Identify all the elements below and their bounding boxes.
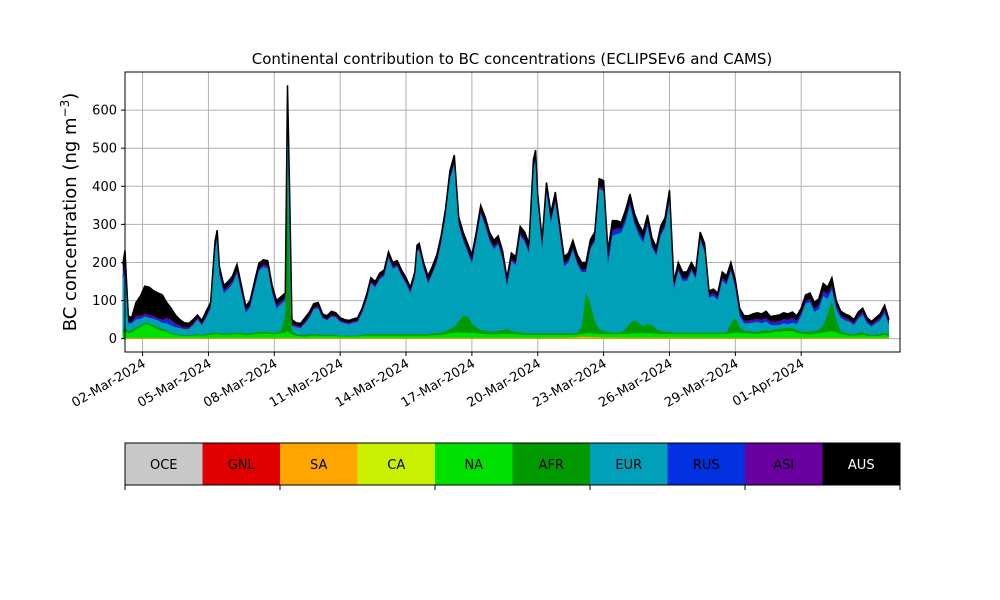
- colorbar: OCE GNL SA CA NA AFR EUR RUS ASI AUS: [124, 442, 901, 490]
- x-tick-label: 01-Apr-2024: [730, 356, 807, 409]
- colorbar-label: NA: [464, 458, 483, 473]
- colorbar-frame: [124, 442, 901, 486]
- colorbar-segment: [667, 443, 746, 485]
- y-tick-label: 0: [109, 332, 117, 347]
- colorbar-label: RUS: [693, 458, 720, 473]
- x-tick-label: 05-Mar-2024: [135, 356, 214, 410]
- y-tick-label: 200: [92, 256, 117, 271]
- y-tick-label: 300: [92, 218, 117, 233]
- y-axis-label-sup: −3: [58, 100, 72, 118]
- x-tick-label: 17-Mar-2024: [399, 356, 478, 410]
- plot-frame: [124, 71, 901, 353]
- y-axis-label-main: BC concentration (ng m: [60, 117, 81, 331]
- chart-title: Continental contribution to BC concentra…: [252, 50, 773, 68]
- na-area: [122, 324, 890, 339]
- colorbar-segment: [357, 443, 436, 485]
- y-axis: 0 100 200 300 400 500 600: [92, 104, 125, 347]
- colorbar-label: AUS: [848, 458, 875, 473]
- total-line: [122, 85, 890, 325]
- y-tick-label: 600: [92, 104, 117, 119]
- colorbar-label: AFR: [539, 458, 564, 473]
- y-axis-label: BC concentration (ng m−3): [58, 93, 81, 332]
- colorbar-label: CA: [387, 458, 405, 473]
- x-tick-label: 20-Mar-2024: [465, 356, 544, 410]
- colorbar-segment: [280, 443, 358, 485]
- y-tick-label: 100: [92, 294, 117, 309]
- colorbar-segment: [822, 443, 901, 485]
- y-axis-label-close: ): [60, 93, 81, 100]
- x-tick-label: 26-Mar-2024: [596, 356, 675, 410]
- x-tick-label: 23-Mar-2024: [530, 356, 609, 410]
- colorbar-segment: [435, 443, 513, 485]
- colorbar-segment: [202, 443, 281, 485]
- eur-area: [122, 102, 890, 339]
- colorbar-label: ASI: [773, 458, 794, 473]
- x-tick-label: 14-Mar-2024: [333, 356, 412, 410]
- x-tick-label: 02-Mar-2024: [69, 356, 148, 410]
- colorbar-label: SA: [310, 458, 327, 473]
- y-tick-label: 400: [92, 180, 117, 195]
- colorbar-segment: [125, 443, 203, 485]
- colorbar-label: OCE: [150, 458, 178, 473]
- x-axis: 02-Mar-202405-Mar-202408-Mar-202411-Mar-…: [69, 352, 807, 411]
- colorbar-segment: [745, 443, 823, 485]
- x-tick-label: 08-Mar-2024: [201, 356, 280, 410]
- colorbar-segment: [512, 443, 591, 485]
- colorbar-label: EUR: [615, 458, 642, 473]
- x-tick-label: 29-Mar-2024: [662, 356, 741, 410]
- x-tick-label: 11-Mar-2024: [267, 356, 346, 410]
- stacked-areas: [122, 85, 890, 339]
- colorbar-segment: [590, 443, 668, 485]
- sa-area: [122, 336, 890, 339]
- colorbar-label: GNL: [228, 458, 256, 473]
- y-tick-label: 500: [92, 142, 117, 157]
